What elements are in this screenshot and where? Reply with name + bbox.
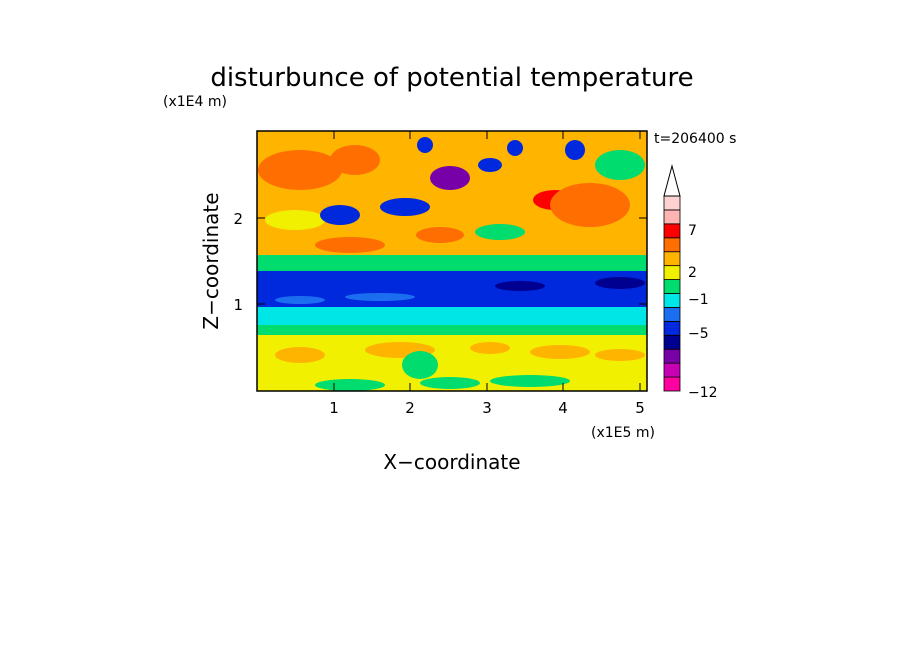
colorbar-label: 7 [688,223,697,239]
y-tick-label: 1 [233,296,243,314]
contour-field [257,131,647,391]
cold-layer-band [257,268,647,313]
x-axis: 1 2 3 4 5 (x1E5 m) X−coordinate [329,131,655,474]
colorbar-swatch [663,320,681,336]
cold-layer-detail [275,277,645,304]
upper-blobs [258,137,645,253]
y-unit-label: (x1E4 m) [163,94,227,110]
chart-title: disturbunce of potential temperature [210,63,693,93]
lower-blobs [275,342,645,391]
colorbar-swatch [663,223,681,239]
x-tick-label: 2 [405,399,415,417]
colorbar-swatch [663,251,681,267]
colorbar [663,164,681,392]
colorbar-label: 2 [688,265,697,281]
x-unit-label: (x1E5 m) [591,425,655,441]
colorbar-swatch [663,279,681,294]
y-axis: 1 2 Z−coordinate [199,192,647,330]
x-tick-label: 4 [558,399,568,417]
colorbar-swatch [663,376,681,392]
colorbar-swatch [663,237,681,253]
colorbar-label: −5 [688,326,709,342]
colorbar-labels: 7 2 −1 −5 −12 [688,223,718,401]
x-tick-label: 1 [329,399,339,417]
colorbar-swatch [663,209,681,225]
colorbar-label: −12 [688,385,718,401]
colorbar-swatch [663,334,681,350]
warm-transition-band [257,255,647,271]
plot-frame [256,130,648,392]
x-tick-label: 3 [482,399,492,417]
colorbar-swatch [663,293,681,308]
transition-band [257,325,647,335]
colorbar-swatch [663,265,681,280]
x-tick-label: 5 [635,399,645,417]
colorbar-swatch [663,307,681,322]
x-axis-label: X−coordinate [383,450,520,474]
y-axis-label: Z−coordinate [199,192,223,329]
colorbar-label: −1 [688,292,709,308]
cool-layer-band [257,307,647,327]
colorbar-swatch [663,362,681,378]
colorbar-swatch [663,348,681,364]
colorbar-extension-tip [663,164,681,197]
y-tick-label: 2 [233,210,243,228]
time-label: t=206400 s [654,131,736,147]
colorbar-swatch [663,195,681,211]
